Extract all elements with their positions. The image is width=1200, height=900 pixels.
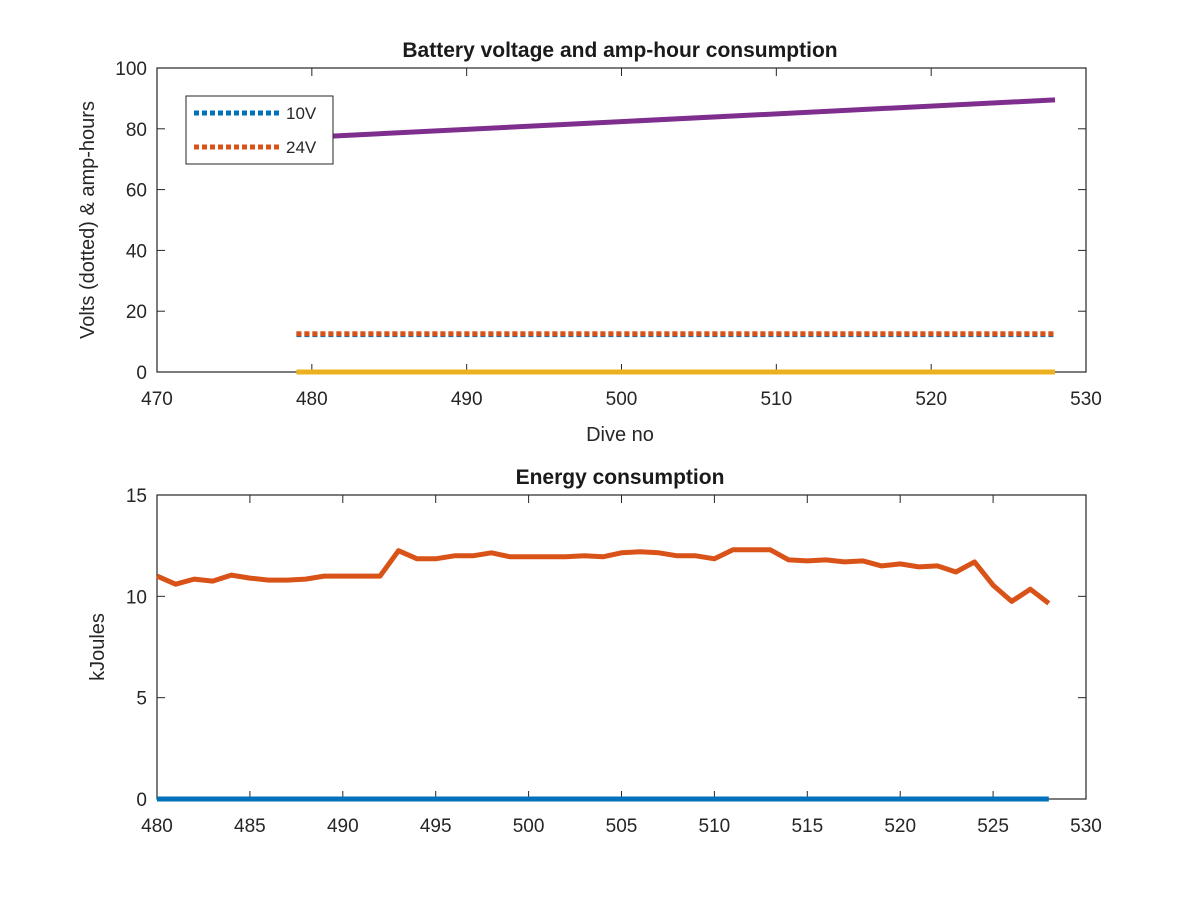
series-group [296,97,1056,375]
chart-title: Battery voltage and amp-hour consumption [402,39,837,62]
x-tick-label: 525 [977,816,1009,837]
y-tick-label: 0 [136,790,147,811]
y-tick-label: 80 [126,120,147,141]
legend-label-10v: 10V [286,104,317,123]
x-tick-label: 510 [760,389,792,410]
x-tick-label: 520 [915,389,947,410]
series-line-1 [156,547,1051,606]
x-tick-label: 490 [327,816,359,837]
series-group [156,547,1051,802]
x-tick-label: 500 [513,816,545,837]
y-tick-label: 15 [126,486,147,507]
x-tick-label: 520 [884,816,916,837]
x-tick-label: 480 [141,816,173,837]
x-tick-label: 530 [1070,389,1102,410]
x-tick-label: 495 [420,816,452,837]
y-tick-label: 60 [126,181,147,202]
x-tick-label: 505 [606,816,638,837]
y-tick-label: 100 [115,59,147,80]
x-tick-label: 530 [1070,816,1102,837]
series-line-4 [296,97,1056,141]
y-tick-label: 40 [126,241,147,262]
chart-battery: Battery voltage and amp-hour consumption… [77,39,1102,446]
y-tick-label: 10 [126,587,147,608]
x-tick-label: 490 [451,389,483,410]
x-tick-label: 500 [606,389,638,410]
x-tick-label: 480 [296,389,328,410]
chart-title: Energy consumption [516,466,725,489]
x-tick-label: 515 [791,816,823,837]
plot-area [156,494,1087,800]
chart-energy: Energy consumption 480 485 490 495 500 505 510… [87,466,1102,837]
y-axis-label: kJoules [87,613,109,681]
x-axis: 480 485 490 495 500 505 510 515 520 525 530 [141,495,1102,837]
x-tick-label: 470 [141,389,173,410]
y-axis: 0 20 40 60 80 100 [115,59,1086,384]
y-axis: 0 5 10 15 [126,486,1086,811]
y-tick-label: 5 [136,689,147,710]
legend: 10V 24V [185,95,334,165]
y-tick-label: 20 [126,302,147,323]
legend-label-24v: 24V [286,138,317,157]
legend-box [185,95,334,165]
x-tick-label: 510 [699,816,731,837]
x-tick-label: 485 [234,816,266,837]
y-axis-label: Volts (dotted) & amp-hours [77,101,99,339]
x-axis-label: Dive no [586,424,654,446]
y-tick-label: 0 [136,363,147,384]
